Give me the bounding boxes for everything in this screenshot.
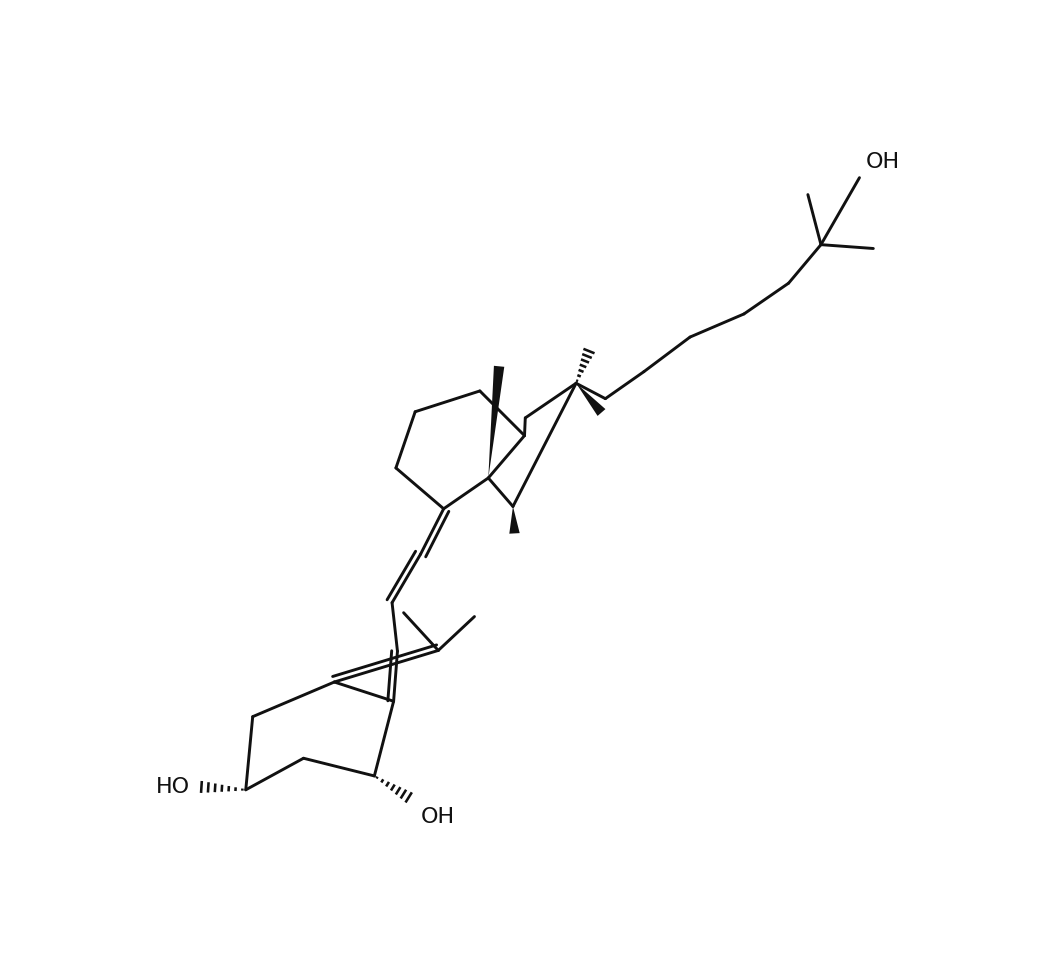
Polygon shape <box>510 507 519 534</box>
Text: OH: OH <box>866 152 900 172</box>
Text: HO: HO <box>156 777 190 797</box>
Polygon shape <box>576 383 605 416</box>
Polygon shape <box>488 366 504 478</box>
Text: OH: OH <box>420 807 454 827</box>
